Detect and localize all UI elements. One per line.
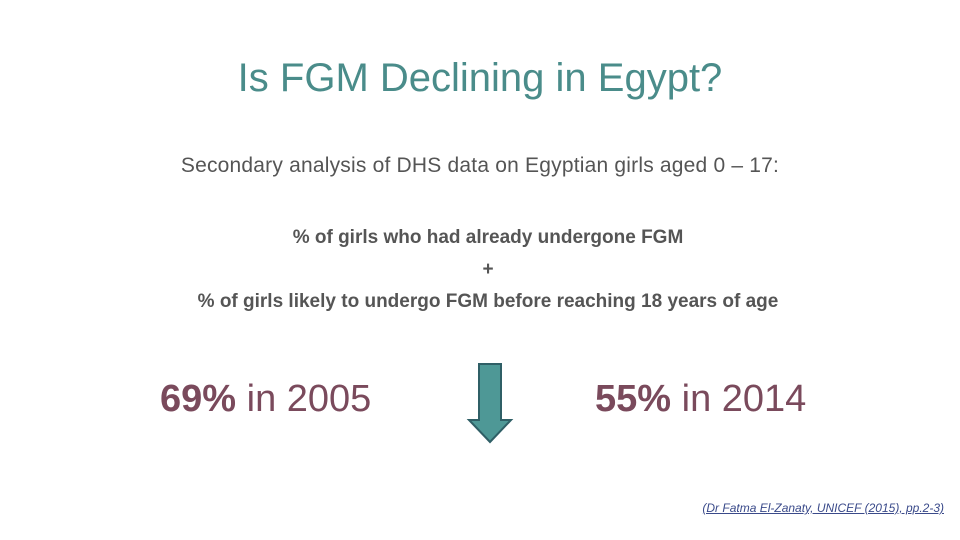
definition-line: % of girls likely to undergo FGM before … — [197, 291, 779, 312]
stat-percent: 55% — [595, 378, 672, 420]
definition-line: % of girls who had already undergone FGM — [292, 227, 684, 248]
slide-title: Is FGM Declining in Egypt? — [237, 56, 723, 100]
subtitle: Secondary analysis of DHS data on Egypti… — [180, 154, 780, 177]
down-arrow — [466, 363, 514, 444]
citation-link[interactable]: (Dr Fatma El-Zanaty, UNICEF (2015), pp.2… — [702, 501, 944, 515]
arrow-shape — [466, 363, 514, 444]
definition-plus: + — [482, 259, 494, 280]
stat: 55% in 2014 — [595, 378, 806, 421]
stat-year: in 2014 — [681, 378, 807, 420]
stat-year: in 2005 — [246, 378, 372, 420]
stat-percent: 69% — [160, 378, 237, 420]
stat: 69% in 2005 — [160, 378, 371, 421]
